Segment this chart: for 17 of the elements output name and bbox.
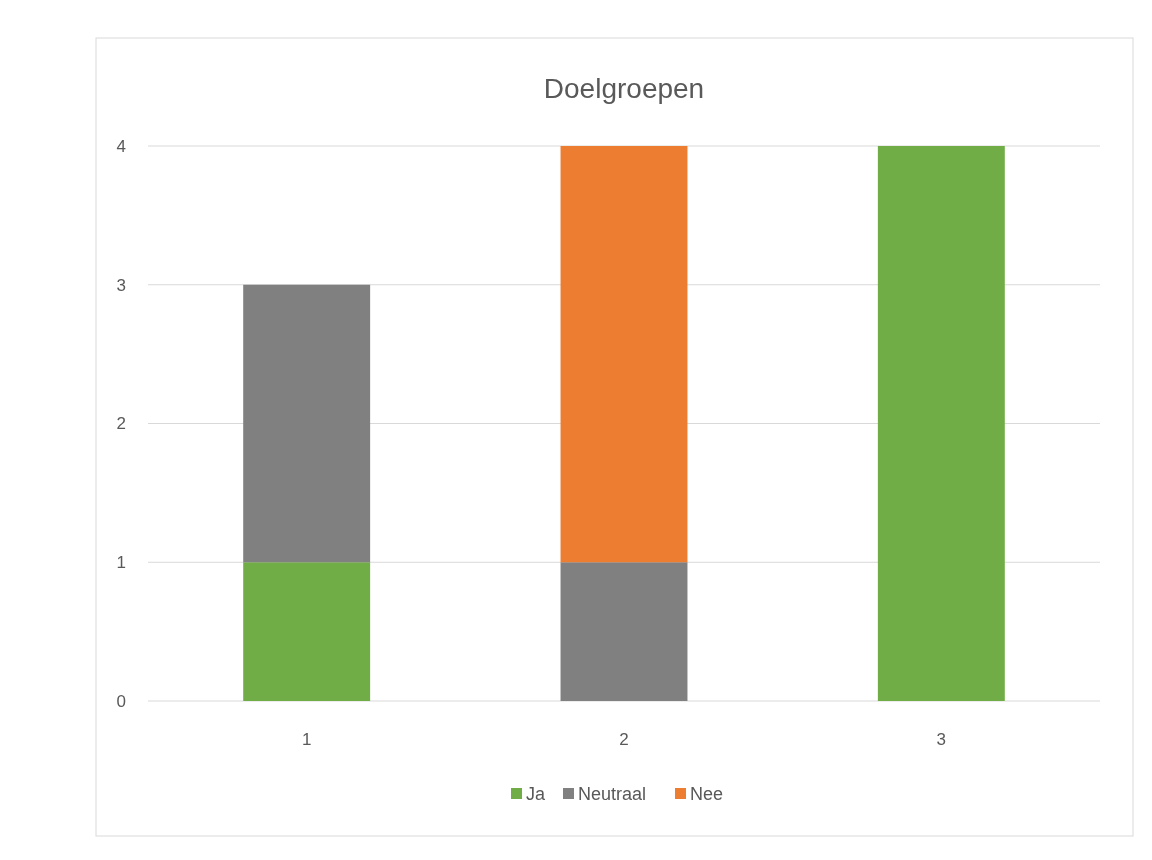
y-tick-label: 1	[116, 553, 126, 573]
legend-label: Nee	[690, 784, 724, 805]
legend-label: Neutraal	[578, 784, 647, 805]
legend-label: Ja	[526, 784, 546, 805]
bar	[877, 146, 1005, 701]
bar	[560, 146, 688, 563]
x-tick-label: 3	[936, 730, 947, 749]
chart-title: Doelgroepen	[543, 73, 705, 104]
bar	[560, 562, 688, 701]
y-tick-label: 3	[116, 275, 126, 295]
bar	[243, 284, 371, 563]
x-tick-label: 1	[301, 730, 312, 749]
bar	[243, 562, 371, 701]
y-tick-label: 4	[116, 136, 126, 156]
x-tick-label: 2	[619, 730, 629, 749]
y-tick-label: 0	[116, 691, 126, 711]
y-tick-label: 2	[116, 414, 126, 434]
